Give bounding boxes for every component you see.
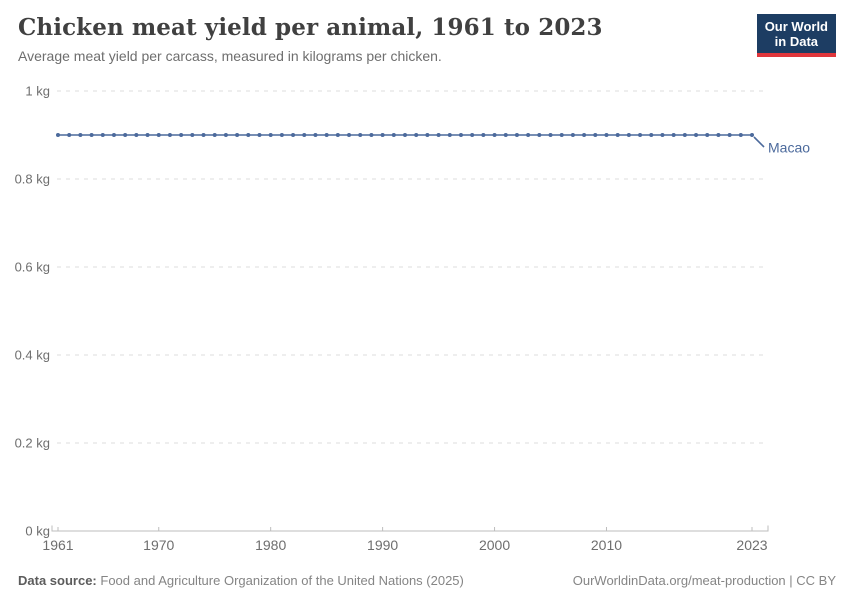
data-point-marker[interactable] xyxy=(537,133,542,137)
data-point-marker[interactable] xyxy=(89,133,94,137)
data-point-marker[interactable] xyxy=(626,133,631,137)
data-point-marker[interactable] xyxy=(436,133,441,137)
data-point-marker[interactable] xyxy=(100,133,105,137)
data-point-marker[interactable] xyxy=(167,133,172,137)
data-point-marker[interactable] xyxy=(526,133,531,137)
data-point-marker[interactable] xyxy=(582,133,587,137)
entity-label-connector xyxy=(753,136,765,148)
data-point-marker[interactable] xyxy=(347,133,352,137)
y-axis-tick-label: 0.2 kg xyxy=(15,436,50,451)
x-axis-line xyxy=(51,525,769,532)
data-point-marker[interactable] xyxy=(291,133,296,137)
data-point-marker[interactable] xyxy=(682,133,687,137)
data-point-marker[interactable] xyxy=(447,133,452,137)
data-point-marker[interactable] xyxy=(380,133,385,137)
data-point-marker[interactable] xyxy=(559,133,564,137)
data-point-marker[interactable] xyxy=(156,133,161,137)
x-axis-tick-label: 1980 xyxy=(255,537,286,553)
data-point-marker[interactable] xyxy=(145,133,150,137)
x-axis-tick-label: 1990 xyxy=(367,537,398,553)
data-point-marker[interactable] xyxy=(78,133,83,137)
x-axis-tick-label: 1970 xyxy=(143,537,174,553)
chart-footer: Data source: Food and Agriculture Organi… xyxy=(18,573,836,588)
data-point-marker[interactable] xyxy=(134,133,139,137)
data-point-marker[interactable] xyxy=(470,133,475,137)
data-point-marker[interactable] xyxy=(649,133,654,137)
data-point-marker[interactable] xyxy=(190,133,195,137)
data-point-marker[interactable] xyxy=(324,133,329,137)
data-point-marker[interactable] xyxy=(570,133,575,137)
data-point-marker[interactable] xyxy=(257,133,262,137)
data-point-marker[interactable] xyxy=(268,133,273,137)
data-point-marker[interactable] xyxy=(671,133,676,137)
data-source-label: Data source: xyxy=(18,573,97,588)
data-point-marker[interactable] xyxy=(223,133,228,137)
y-axis-tick-label: 0.6 kg xyxy=(15,260,50,275)
data-point-marker[interactable] xyxy=(458,133,463,137)
data-point-marker[interactable] xyxy=(414,133,419,137)
data-point-marker[interactable] xyxy=(716,133,721,137)
data-point-marker[interactable] xyxy=(705,133,710,137)
chart-subtitle: Average meat yield per carcass, measured… xyxy=(18,48,442,64)
data-point-marker[interactable] xyxy=(201,133,206,137)
data-point-marker[interactable] xyxy=(335,133,340,137)
owid-logo-line1: Our World xyxy=(764,19,828,34)
data-point-marker[interactable] xyxy=(358,133,363,137)
title-block: Chicken meat yield per animal, 1961 to 2… xyxy=(0,0,850,64)
data-point-marker[interactable] xyxy=(403,133,407,137)
chart-header: Chicken meat yield per animal, 1961 to 2… xyxy=(0,0,850,64)
owid-logo: Our World in Data xyxy=(756,14,836,57)
data-point-marker[interactable] xyxy=(123,133,128,137)
data-point-marker[interactable] xyxy=(302,133,307,137)
data-point-marker[interactable] xyxy=(391,133,396,137)
y-axis-tick-label: 0 kg xyxy=(25,524,50,539)
data-point-marker[interactable] xyxy=(750,133,754,137)
owid-link[interactable]: OurWorldinData.org/meat-production | CC … xyxy=(572,573,836,588)
data-point-marker[interactable] xyxy=(694,133,699,137)
data-point-marker[interactable] xyxy=(727,133,732,137)
data-point-marker[interactable] xyxy=(279,133,284,137)
x-axis-tick-label: 1961 xyxy=(42,537,73,553)
data-point-marker[interactable] xyxy=(615,133,620,137)
chart-title: Chicken meat yield per animal, 1961 to 2… xyxy=(18,14,603,41)
data-point-marker[interactable] xyxy=(593,133,598,137)
data-point-marker[interactable] xyxy=(548,133,553,137)
data-point-marker[interactable] xyxy=(638,133,643,137)
data-point-marker[interactable] xyxy=(313,133,318,137)
owid-logo-line2: in Data xyxy=(774,34,819,50)
data-point-marker[interactable] xyxy=(246,133,251,137)
data-point-marker[interactable] xyxy=(235,133,240,137)
data-point-marker[interactable] xyxy=(212,133,217,137)
data-point-marker[interactable] xyxy=(503,133,508,137)
data-point-marker[interactable] xyxy=(111,133,116,137)
entity-label-macao[interactable]: Macao xyxy=(768,140,810,156)
data-point-marker[interactable] xyxy=(179,133,184,137)
data-source-text: Food and Agriculture Organization of the… xyxy=(100,573,464,588)
y-axis-tick-label: 0.8 kg xyxy=(15,172,50,187)
y-axis-tick-label: 1 kg xyxy=(25,84,50,99)
x-axis-tick-label: 2010 xyxy=(591,537,622,553)
data-point-marker[interactable] xyxy=(67,133,72,137)
x-axis-tick-label: 2023 xyxy=(736,537,767,553)
data-point-marker[interactable] xyxy=(56,133,60,137)
data-point-marker[interactable] xyxy=(492,133,497,137)
data-point-marker[interactable] xyxy=(481,133,486,137)
data-source-note: Data source: Food and Agriculture Organi… xyxy=(18,573,464,588)
x-axis-tick-label: 2000 xyxy=(479,537,510,553)
data-point-marker[interactable] xyxy=(369,133,374,137)
data-point-marker[interactable] xyxy=(514,133,519,137)
data-point-marker[interactable] xyxy=(425,133,430,137)
data-point-marker[interactable] xyxy=(738,133,743,137)
y-axis-tick-label: 0.4 kg xyxy=(15,348,50,363)
data-point-marker[interactable] xyxy=(660,133,665,137)
data-point-marker[interactable] xyxy=(604,133,609,137)
